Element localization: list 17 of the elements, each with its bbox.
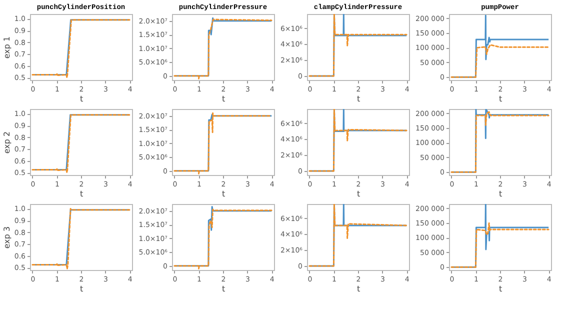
x-axis-title: t xyxy=(498,190,502,198)
x-axis-title: t xyxy=(356,94,360,104)
x-axis-title: t xyxy=(80,94,84,104)
y-axis-title: exp 3 xyxy=(2,226,12,249)
x-axis-title: t xyxy=(498,94,502,104)
x-axis-title: t xyxy=(80,284,84,294)
line-series xyxy=(450,44,550,78)
x-axis-title: t xyxy=(222,190,226,198)
x-axis-title: t xyxy=(498,284,502,294)
y-axis-title: exp 2 xyxy=(2,131,12,154)
x-axis-title: t xyxy=(356,190,360,198)
x-axis-title: t xyxy=(222,284,226,294)
x-axis-title: t xyxy=(356,284,360,294)
x-axis-title: t xyxy=(80,190,84,198)
y-axis-title: exp 1 xyxy=(2,36,12,59)
line-series xyxy=(450,222,550,268)
x-axis-title: t xyxy=(222,94,226,104)
